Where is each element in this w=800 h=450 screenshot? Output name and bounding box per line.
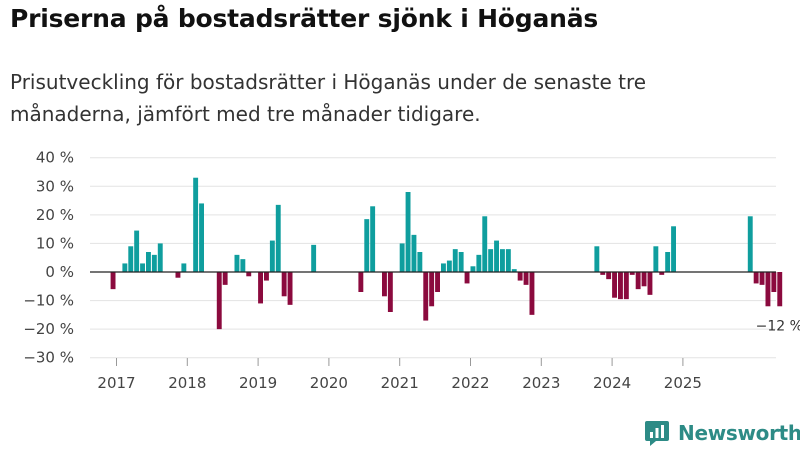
bar <box>470 266 476 272</box>
bar <box>659 272 665 275</box>
newsworthy-logo-icon <box>645 421 669 446</box>
brand-name: Newsworthy <box>678 421 800 445</box>
y-tick-label: −30 % <box>23 349 74 367</box>
last-value-label: −12 % <box>756 318 800 334</box>
x-tick-label: 2022 <box>451 374 489 392</box>
x-tick-label: 2020 <box>310 374 348 392</box>
y-tick-label: 0 % <box>45 263 74 281</box>
bar <box>122 263 128 272</box>
chart-subtitle: Prisutveckling för bostadsrätter i Högan… <box>10 70 647 126</box>
bar <box>647 272 653 295</box>
bar <box>140 263 145 272</box>
bar <box>382 272 387 297</box>
bar <box>216 272 222 330</box>
bar <box>405 192 411 272</box>
bar <box>281 272 287 297</box>
bar <box>264 272 269 281</box>
x-tick-label: 2024 <box>593 374 631 392</box>
bar <box>446 260 452 272</box>
bar <box>364 219 370 272</box>
bar <box>146 252 151 272</box>
x-tick-label: 2021 <box>381 374 419 392</box>
bar <box>500 249 505 272</box>
bar <box>505 249 511 272</box>
y-tick-label: 20 % <box>36 206 74 224</box>
bar <box>151 254 157 272</box>
bar <box>258 272 263 304</box>
bar <box>759 272 765 285</box>
bar <box>429 272 435 307</box>
bar <box>618 272 623 300</box>
bar <box>311 244 317 272</box>
bar <box>464 272 470 284</box>
bar <box>600 272 606 275</box>
brand: Newsworthy <box>644 419 800 447</box>
y-tick-label: 30 % <box>36 177 74 195</box>
x-tick-label: 2017 <box>97 374 135 392</box>
bar <box>275 204 281 272</box>
bar <box>287 272 293 305</box>
bar <box>765 272 771 307</box>
bar <box>128 246 134 272</box>
bar <box>134 230 140 272</box>
bar <box>612 272 617 298</box>
bar <box>606 272 612 280</box>
bar <box>452 249 458 272</box>
bar <box>193 177 199 272</box>
bar <box>222 272 228 285</box>
bar <box>435 272 440 292</box>
bar <box>157 243 163 272</box>
bar <box>641 272 647 287</box>
bar <box>358 272 364 292</box>
bar <box>175 272 181 278</box>
bar <box>753 272 759 284</box>
bar <box>623 272 629 300</box>
bar <box>594 246 600 272</box>
bar <box>771 272 777 292</box>
bar <box>399 243 405 272</box>
bar <box>423 272 429 321</box>
chart-title: Priserna på bostadsrätter sjönk i Höganä… <box>10 4 599 33</box>
bar <box>417 252 423 272</box>
bar <box>240 259 246 272</box>
y-tick-label: 40 % <box>36 149 74 167</box>
bar <box>199 203 204 272</box>
bar <box>747 216 753 272</box>
bar <box>671 226 676 272</box>
bar <box>529 272 535 315</box>
bar <box>523 272 529 285</box>
bar <box>234 254 240 272</box>
bar <box>246 272 252 277</box>
bar <box>110 272 116 290</box>
bar <box>370 206 376 272</box>
bar <box>511 269 517 272</box>
bar <box>665 252 671 272</box>
bar <box>269 240 275 272</box>
bar <box>181 263 187 272</box>
y-tick-label: 10 % <box>36 234 74 252</box>
bar <box>476 254 482 272</box>
bar <box>387 272 393 312</box>
x-tick-label: 2019 <box>239 374 277 392</box>
bar <box>517 272 523 281</box>
bar <box>653 246 659 272</box>
x-tick-label: 2023 <box>522 374 560 392</box>
bar <box>458 252 464 272</box>
y-tick-label: −10 % <box>23 292 74 310</box>
bar <box>441 263 446 272</box>
x-tick-label: 2025 <box>664 374 702 392</box>
bar <box>777 272 783 307</box>
y-tick-label: −20 % <box>23 320 74 338</box>
bar <box>635 272 641 290</box>
bar <box>411 234 417 272</box>
x-tick-label: 2018 <box>168 374 206 392</box>
bar <box>482 216 488 272</box>
bar <box>629 272 635 275</box>
bar <box>494 240 499 272</box>
bar <box>488 249 494 272</box>
